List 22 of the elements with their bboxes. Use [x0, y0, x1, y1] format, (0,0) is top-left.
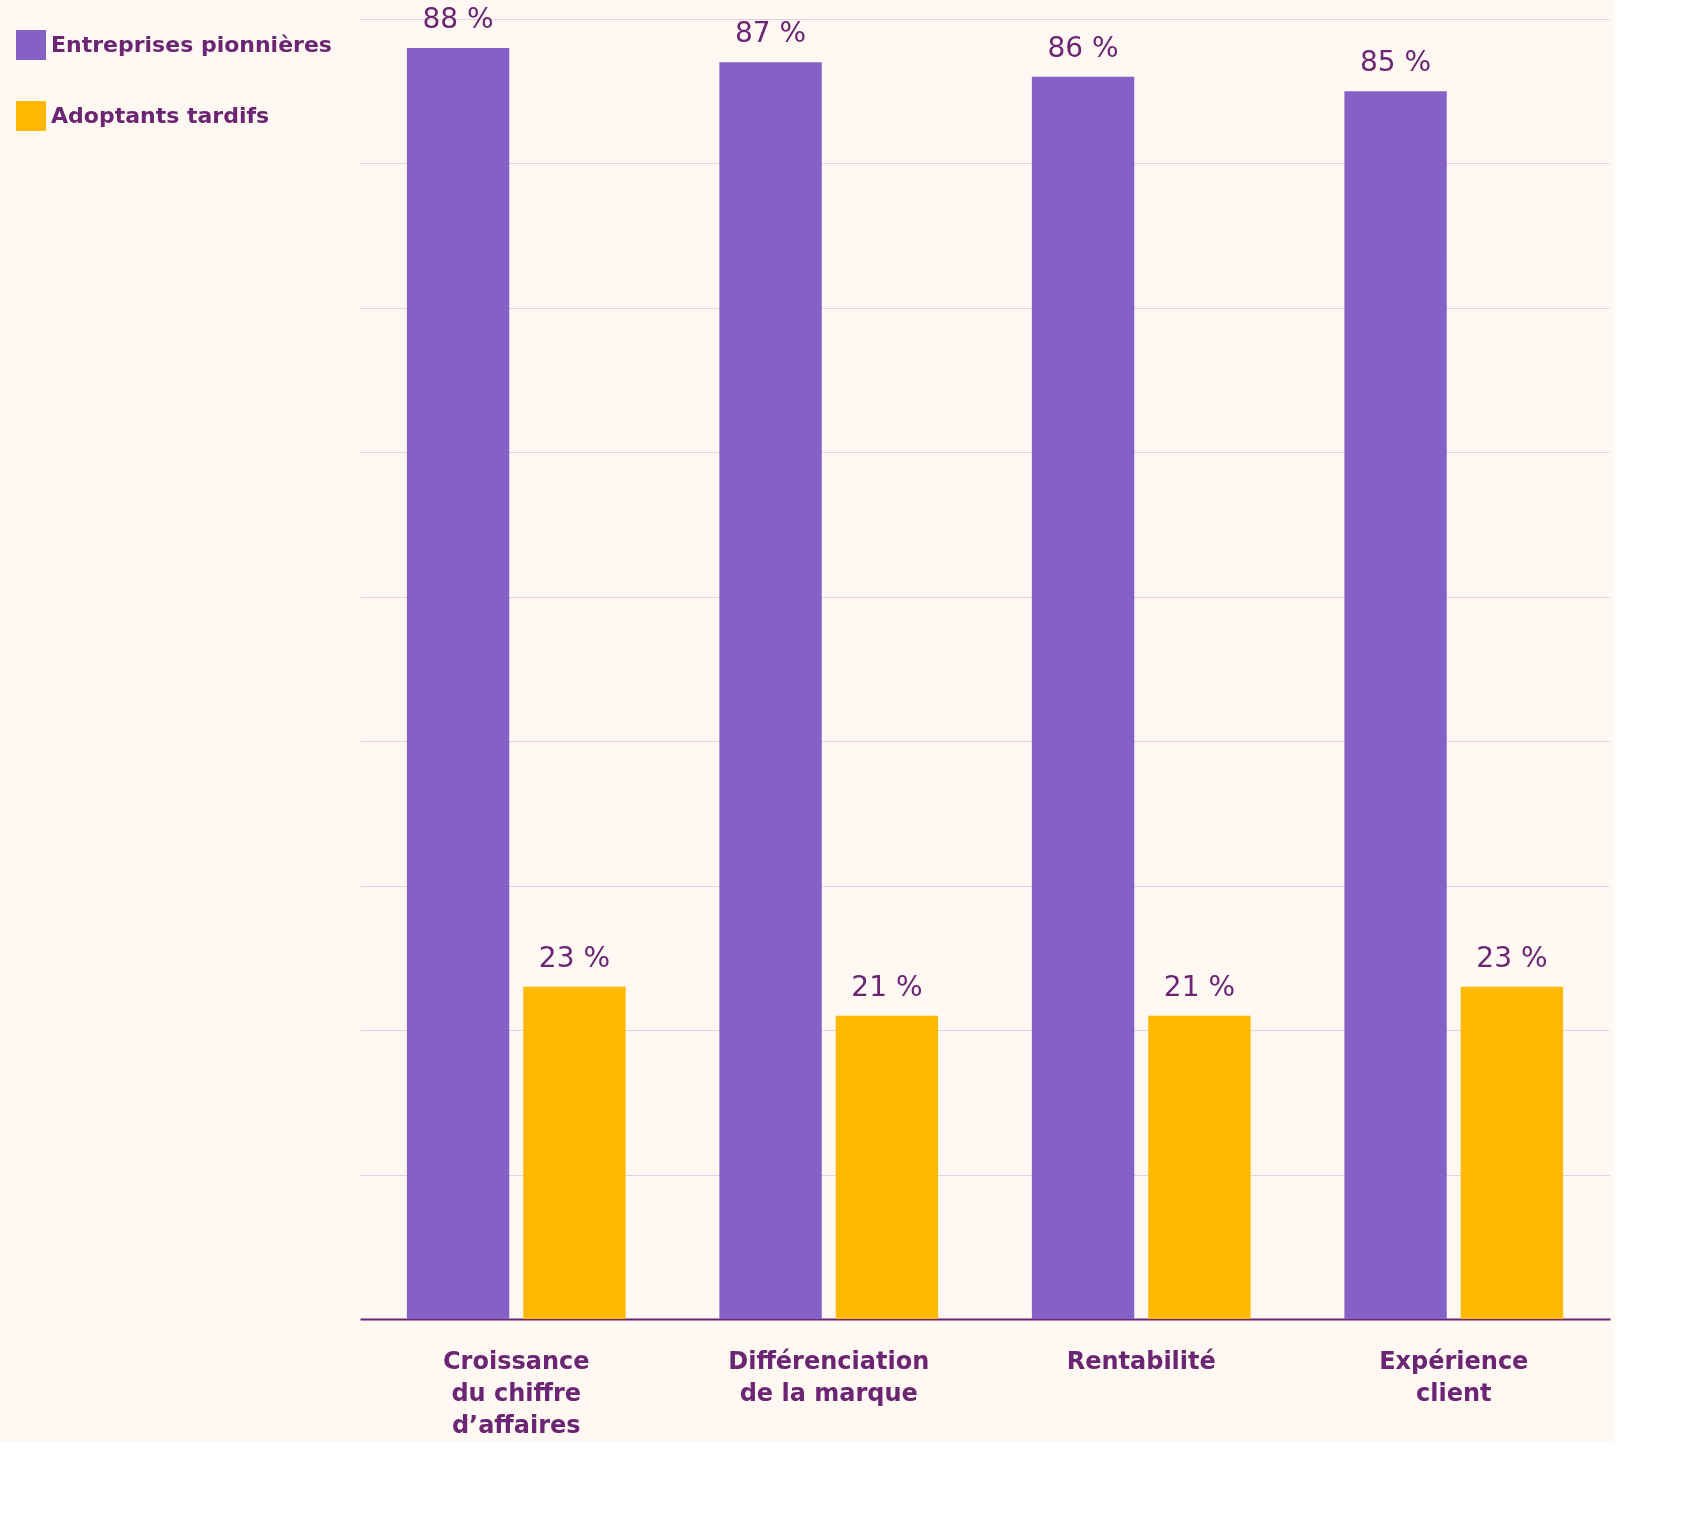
- bar: [1344, 91, 1447, 1319]
- x-tick-label: Différenciation de la marque: [728, 1346, 930, 1407]
- data-label: 23 %: [538, 940, 610, 974]
- data-label: 21 %: [1163, 969, 1235, 1003]
- x-tick-label: Expérience client: [1379, 1346, 1529, 1407]
- data-label: 85 %: [1360, 45, 1432, 79]
- bar: [835, 1015, 939, 1319]
- bar: [1031, 76, 1135, 1319]
- bar: [406, 47, 510, 1319]
- data-label: 21 %: [851, 969, 923, 1003]
- data-label: 87 %: [735, 16, 807, 50]
- bar: [1460, 986, 1564, 1319]
- bar: [1148, 1015, 1251, 1319]
- x-tick-label: Rentabilité: [1066, 1346, 1216, 1375]
- legend-label: Adoptants tardifs: [51, 103, 270, 128]
- bar: [523, 986, 626, 1319]
- data-label: 86 %: [1047, 30, 1119, 64]
- data-label: 88 %: [422, 1, 494, 35]
- x-tick-label: Croissance du chiffre d’affaires: [442, 1346, 590, 1439]
- data-label: 23 %: [1476, 940, 1548, 974]
- bar: [719, 62, 822, 1319]
- legend-label: Entreprises pionnières: [51, 32, 332, 57]
